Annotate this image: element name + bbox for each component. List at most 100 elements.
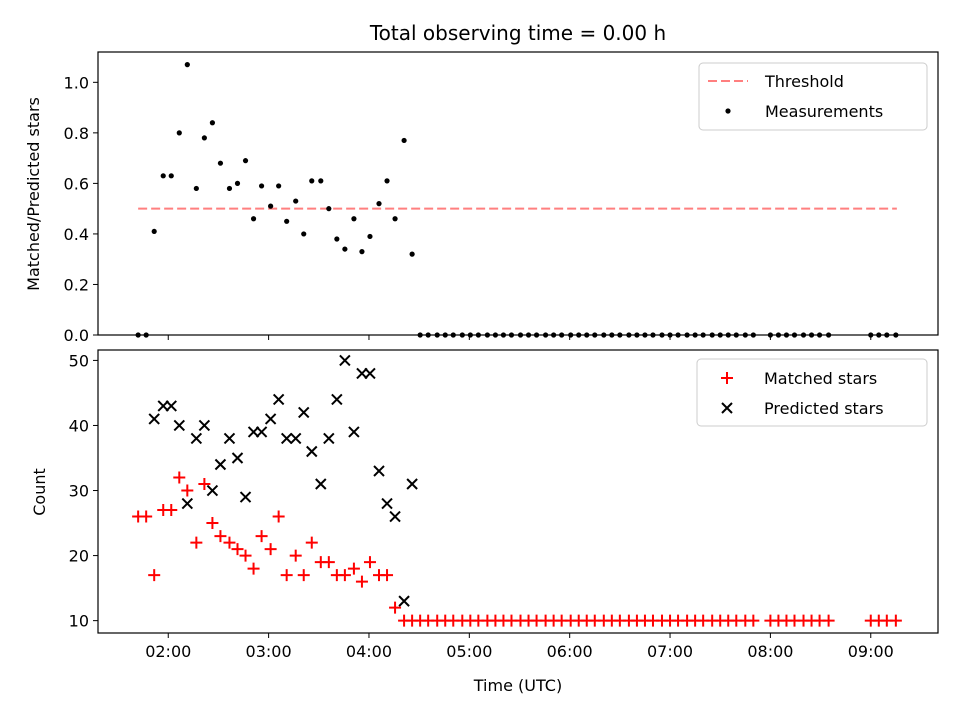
predicted-star-marker	[181, 497, 194, 510]
matched-star-marker	[355, 575, 368, 588]
predicted-star-marker	[364, 367, 376, 380]
legend-measurements-swatch	[725, 108, 731, 114]
top-x-ticks	[167, 335, 872, 340]
top-y-ticks: 0.0 0.2 0.4 0.6 0.8 1.0	[64, 73, 98, 345]
measurement-point	[168, 173, 174, 179]
predicted-star-marker	[255, 426, 268, 438]
measurement-point	[359, 249, 365, 255]
predicted-star-marker	[348, 426, 360, 438]
predicted-star-marker	[280, 432, 293, 445]
measurement-point	[234, 180, 241, 186]
measurement-point	[376, 201, 382, 207]
bottom-axes-frame	[97, 349, 939, 634]
predicted-star-marker	[323, 432, 335, 445]
y-tick-label: 1.0	[64, 73, 89, 92]
legend-predicted-label: Predicted stars	[764, 399, 884, 418]
matched-star-marker	[165, 504, 178, 517]
x-tick-label: 02:00	[145, 642, 191, 661]
measurement-point	[351, 216, 357, 222]
measurement-point	[184, 62, 190, 68]
matched-star-marker	[272, 510, 285, 523]
measurement-point	[367, 233, 373, 240]
legend-threshold-label: Threshold	[764, 72, 844, 91]
measurement-point	[151, 228, 157, 235]
measurement-point	[268, 203, 274, 209]
measurement-point	[309, 178, 315, 184]
bottom-x-ticks: 02:00 03:00 04:00 05:00 06:00 07:00 08:00 09:00	[145, 633, 894, 661]
matched-star-marker	[322, 556, 335, 569]
measurement-point	[226, 185, 233, 192]
predicted-star-marker	[331, 393, 343, 406]
predicted-star-marker	[406, 478, 418, 490]
y-tick-label: 0.8	[64, 124, 89, 143]
bottom-panel: 02:00 03:00 04:00 05:00 06:00 07:00 08:00 09:00…	[30, 349, 939, 695]
matched-star-marker	[140, 510, 153, 523]
predicted-star-marker	[231, 452, 244, 464]
y-tick-label: 0.6	[64, 174, 89, 193]
measurement-point	[342, 246, 348, 252]
measurement-point	[401, 137, 407, 144]
measurement-point	[176, 130, 182, 136]
measurement-point	[392, 216, 398, 222]
matched-star-marker	[214, 530, 227, 543]
top-legend-box	[698, 62, 928, 131]
x-tick-label: 03:00	[246, 642, 292, 661]
matched-star-marker	[338, 569, 351, 582]
predicted-star-marker	[264, 413, 277, 425]
matched-star-marker	[297, 569, 310, 582]
x-tick-label: 05:00	[446, 642, 492, 661]
measurement-point	[409, 251, 415, 257]
matched-star-marker	[747, 614, 760, 627]
measurement-point	[242, 158, 249, 164]
predicted-star-marker	[306, 445, 318, 458]
x-tick-label: 08:00	[747, 642, 793, 661]
y-tick-label: 0.4	[64, 225, 89, 244]
x-tick-label: 04:00	[346, 642, 392, 661]
y-tick-label: 40	[69, 416, 89, 435]
predicted-star-marker	[298, 406, 310, 419]
measurement-point	[326, 206, 332, 212]
matched-star-marker	[206, 517, 219, 530]
matched-star-marker	[181, 484, 194, 497]
matched-star-marker	[347, 562, 360, 575]
top-measurements-layer	[135, 62, 899, 338]
predicted-star-marker	[289, 432, 302, 445]
matched-star-marker	[889, 614, 902, 627]
predicted-star-marker	[389, 510, 401, 523]
matched-star-marker	[190, 536, 203, 549]
predicted-star-marker	[398, 595, 410, 607]
matched-star-marker	[264, 543, 277, 556]
bottom-markers-layer	[132, 354, 902, 627]
bottom-legend-box	[696, 358, 928, 427]
predicted-star-marker	[173, 419, 185, 432]
predicted-star-marker	[190, 432, 203, 445]
y-tick-label: 0.2	[64, 275, 89, 294]
measurement-point	[201, 135, 207, 141]
predicted-star-marker	[381, 497, 393, 510]
predicted-star-marker	[239, 491, 252, 503]
measurement-point	[276, 183, 282, 189]
matched-star-marker	[822, 614, 835, 627]
measurement-point	[384, 178, 390, 184]
measurement-point	[284, 218, 290, 224]
y-tick-label: 0.0	[64, 326, 89, 345]
bottom-legend: Matched stars Predicted stars	[696, 358, 928, 427]
measurement-point	[217, 160, 224, 166]
predicted-star-marker	[165, 400, 177, 412]
figure-title: Total observing time = 0.00 h	[369, 21, 666, 45]
x-tick-label: 06:00	[547, 642, 593, 661]
legend-measurements-label: Measurements	[765, 102, 883, 121]
matched-star-marker	[173, 471, 186, 484]
matched-star-marker	[148, 569, 161, 582]
bottom-y-axis-label: Count	[30, 468, 49, 516]
measurement-point	[334, 236, 340, 242]
measurement-point	[258, 183, 265, 189]
measurement-point	[250, 216, 257, 222]
legend-predicted-swatch	[721, 402, 733, 414]
predicted-star-marker	[223, 432, 236, 445]
predicted-star-marker	[315, 478, 327, 490]
top-axes-frame	[97, 51, 939, 336]
predicted-star-marker	[214, 458, 227, 471]
matched-star-marker	[247, 562, 260, 575]
top-y-axis-label: Matched/Predicted stars	[24, 97, 43, 291]
